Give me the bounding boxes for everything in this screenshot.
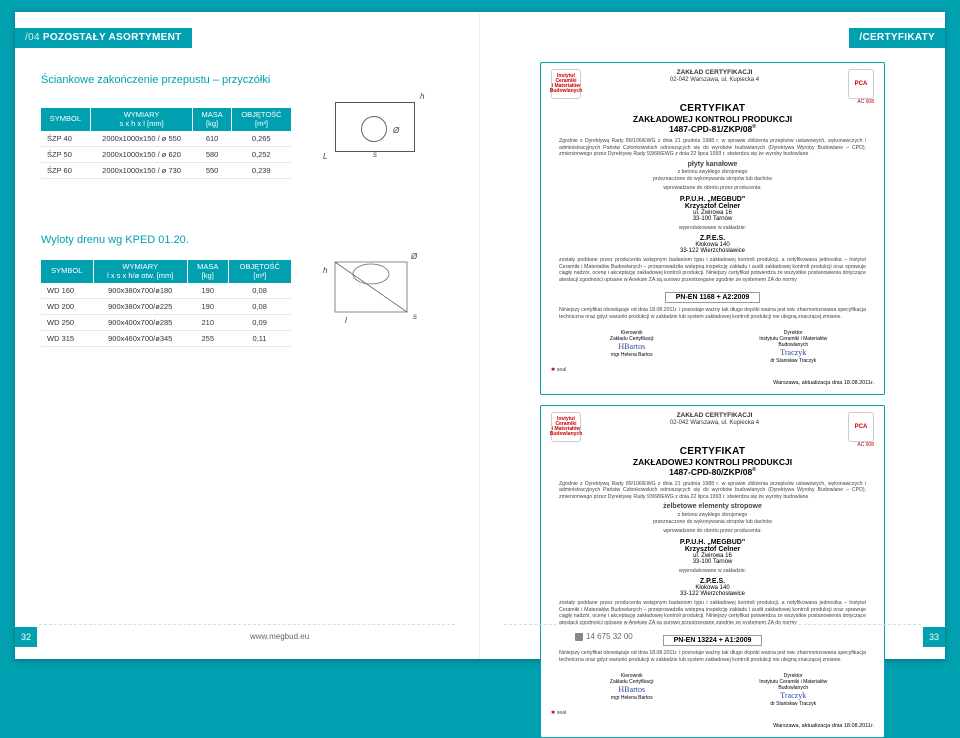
cert-subtitle: ZAKŁADOWEJ KONTROLI PRODUKCJI [551, 114, 874, 124]
certificate-2: Instytut Ceramikii MateriałówBudowlanych… [540, 405, 885, 738]
header-num: /04 [25, 32, 40, 43]
certificate-1: Instytut Ceramikii MateriałówBudowlanych… [540, 62, 885, 395]
table-2: SYMBOLWYMIARYl x s x h/ø otw. [mm]MASA[k… [41, 260, 291, 347]
table-row: WD 160900x380x700/ø1801900,08 [41, 283, 291, 299]
col-header: WYMIARYs x h x l [mm] [90, 108, 192, 131]
page-num-left: 32 [15, 627, 37, 647]
ac-badge: AC 008 [857, 99, 874, 105]
cert-logo-left: Instytut Ceramikii MateriałówBudowlanych [551, 412, 581, 442]
section-title-2: Wyloty drenu wg KPED 01.20. [41, 234, 189, 246]
col-header: MASA[kg] [187, 260, 228, 283]
header-left: /04 POZOSTAŁY ASORTYMENT [15, 28, 192, 48]
col-header: SYMBOL [41, 260, 93, 283]
cert-body-3: Niniejszy certyfikat obowiązuje od dnia … [559, 307, 866, 320]
cert-code: 1487-CPD-81/ZKP/08® [551, 124, 874, 134]
header-title: POZOSTAŁY ASORTYMENT [43, 32, 182, 43]
cert-company: P.P.U.H. „MEGBUD"Krzysztof Celnerul. Żwi… [551, 196, 874, 222]
cert-product: żelbetowe elementy stropowez betonu zwyk… [559, 503, 866, 525]
table-row: ŚZP 402000x1000x150 / ø 5506100,265 [41, 131, 291, 147]
cert-header-center: ZAKŁAD CERTYFIKACJI02-042 Warszawa, ul. … [587, 69, 842, 84]
page-num-right: 33 [923, 627, 945, 647]
col-header: SYMBOL [41, 108, 90, 131]
cert-norm: PN-EN 1168 + A2:2009 [665, 292, 760, 303]
cert-intro: wprowadzane do obrotu przez producenta: [559, 185, 866, 192]
diagram-2: Ø h l s [315, 244, 435, 334]
cert-signatures: KierownikZakładu CertyfikacjiHBartosmgr … [551, 330, 874, 364]
cert-body-2: zostały poddane przez producenta wstępny… [559, 257, 866, 283]
cert-zaklad-label: wyprodukowane w zakładzie: [559, 568, 866, 575]
col-header: WYMIARYl x s x h/ø otw. [mm] [93, 260, 187, 283]
cert-header-center: ZAKŁAD CERTYFIKACJI02-042 Warszawa, ul. … [587, 412, 842, 427]
cert-body-3: Niniejszy certyfikat obowiązuje od dnia … [559, 650, 866, 663]
phone-icon [575, 633, 583, 641]
cert-product: płyty kanałowez betonu zwykłego zbrojone… [559, 161, 866, 183]
footer-phone: 14 675 32 00 [575, 632, 633, 641]
cert-intro: wprowadzane do obrotu przez producenta: [559, 528, 866, 535]
section-title-1: Ściankowe zakończenie przepustu – przycz… [41, 74, 270, 86]
cert-signatures: KierownikZakładu CertyfikacjiHBartosmgr … [551, 673, 874, 707]
cert-date: Warszawa, aktualizacja dnia 18.08.2011r. [551, 380, 874, 386]
cert-title: CERTYFIKAT [551, 446, 874, 457]
cert-code: 1487-CPD-80/ZKP/08® [551, 467, 874, 477]
footer-url: www.megbud.eu [250, 632, 309, 641]
cert-seal: ✱ seal [551, 367, 866, 374]
table-1: SYMBOLWYMIARYs x h x l [mm]MASA[kg]OBJĘT… [41, 108, 291, 179]
diagram-1: L h s Ø [315, 92, 435, 172]
cert-company: P.P.U.H. „MEGBUD"Krzysztof Celnerul. Żwi… [551, 539, 874, 565]
cert-date: Warszawa, aktualizacja dnia 18.08.2011r. [551, 723, 874, 729]
header-right: /CERTYFIKATY [849, 28, 945, 48]
cert-title: CERTYFIKAT [551, 103, 874, 114]
table-row: WD 250900x400x700/ø2852100,09 [41, 315, 291, 331]
cert-logo-right: PCA [848, 69, 874, 99]
cert-logo-right: PCA [848, 412, 874, 442]
col-header: MASA[kg] [193, 108, 232, 131]
cert-body-2: zostały poddane przez producenta wstępny… [559, 600, 866, 626]
cert-seal: ✱ seal [551, 710, 866, 717]
cert-zaklad: Z.P.E.S.Kłokowa 14033-122 Wierzchosławic… [551, 235, 874, 254]
cert-subtitle: ZAKŁADOWEJ KONTROLI PRODUKCJI [551, 457, 874, 467]
ac-badge: AC 008 [857, 442, 874, 448]
cert-logo-left: Instytut Ceramikii MateriałówBudowlanych [551, 69, 581, 99]
cert-body-1: Zgodnie z Dyrektywą Rady 89/106/EWG z dn… [559, 481, 866, 501]
cert-norm: PN-EN 13224 + A1:2009 [663, 635, 763, 646]
table-row: ŚZP 502000x1000x150 / ø 6205800,252 [41, 147, 291, 163]
table-row: WD 315900x460x700/ø3452550,11 [41, 331, 291, 347]
cert-zaklad-label: wyprodukowane w zakładzie: [559, 225, 866, 232]
table-row: WD 200900x380x700/ø2251900,08 [41, 299, 291, 315]
footer-divider [39, 624, 455, 625]
footer-divider-r [504, 624, 921, 625]
cert-zaklad: Z.P.E.S.Kłokowa 14033-122 Wierzchosławic… [551, 578, 874, 597]
table-row: ŚZP 602000x1000x150 / ø 7305500,239 [41, 163, 291, 179]
cert-body-1: Zgodnie z Dyrektywą Rady 89/106/EWG z dn… [559, 138, 866, 158]
col-header: OBJĘTOŚĆ[m³] [228, 260, 291, 283]
col-header: OBJĘTOŚĆ[m³] [231, 108, 291, 131]
